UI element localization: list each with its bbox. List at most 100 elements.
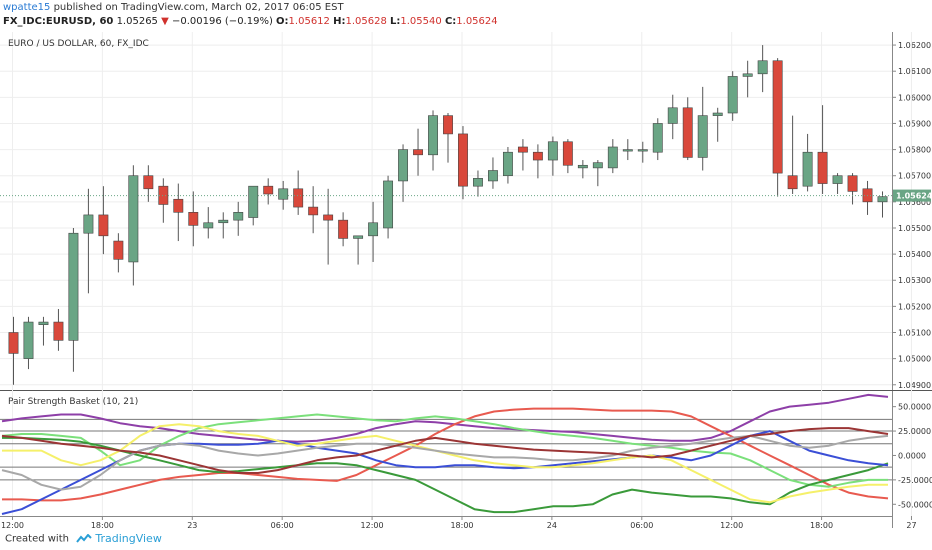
candle-body	[263, 185, 274, 195]
candle-body	[398, 149, 408, 182]
candle-body	[338, 219, 349, 239]
created-with-text: Created with	[5, 533, 69, 545]
high-label: H:	[333, 16, 346, 27]
candle	[532, 144, 543, 179]
candle-body	[323, 214, 334, 221]
candle	[413, 128, 423, 176]
candle-body	[562, 141, 573, 166]
candle	[368, 201, 379, 262]
plot-background	[0, 32, 892, 516]
time-tick-label: 23	[187, 521, 197, 528]
candle	[278, 180, 289, 210]
time-tick-label: 06:00	[630, 521, 653, 528]
price-tick-label: 1.04900	[898, 381, 931, 390]
symbol-label: FX_IDC:EURUSD, 60	[3, 16, 114, 27]
price-tick-label: 1.05400	[898, 250, 931, 259]
candle-body	[128, 175, 139, 263]
candle	[697, 86, 708, 171]
candle	[248, 185, 259, 226]
candle-body	[488, 170, 498, 182]
candle	[263, 178, 274, 205]
candle-body	[428, 115, 438, 156]
price-tick-label: 1.05100	[898, 329, 931, 338]
candle-body	[577, 164, 588, 169]
time-tick-label: 12:00	[1, 521, 24, 528]
candle-body	[188, 212, 199, 226]
author-link[interactable]: wpatte15	[3, 2, 51, 13]
price-tick-label: 1.05300	[898, 276, 931, 285]
candle	[577, 160, 588, 179]
candle	[68, 227, 79, 372]
candle	[742, 60, 753, 98]
candle	[772, 58, 783, 197]
candle-body	[772, 60, 783, 174]
candle-body	[293, 188, 304, 208]
candle-body	[607, 146, 618, 169]
candle-body	[233, 212, 244, 221]
candle-body	[532, 151, 543, 161]
candle	[83, 188, 94, 294]
candle-body	[98, 214, 109, 237]
candle	[517, 139, 528, 171]
candle-body	[353, 235, 364, 239]
time-tick-label: 18:00	[450, 521, 473, 528]
low-value: 1.05540	[400, 16, 442, 27]
price-tick-label: 1.05800	[898, 146, 931, 155]
candle-body	[712, 112, 723, 116]
candle-body	[847, 175, 858, 192]
candle	[383, 175, 394, 239]
candle-body	[877, 196, 888, 203]
candle-body	[443, 115, 453, 135]
main-chart-title: EURO / US DOLLAR, 60, FX_IDC	[8, 39, 149, 49]
candle	[802, 133, 813, 192]
candle	[832, 173, 843, 195]
candle	[682, 97, 693, 161]
chart-header: wpatte15 published on TradingView.com, M…	[0, 0, 932, 30]
candle-body	[23, 321, 34, 359]
candle-body	[667, 107, 678, 124]
candle-body	[83, 214, 94, 234]
candle-body	[173, 198, 184, 213]
indicator-tick-label: 0.0000	[898, 451, 926, 460]
last-price-badge-label: 1.05624	[896, 192, 932, 201]
indicator-series-line	[1, 434, 889, 491]
time-tick-label: 12:00	[361, 521, 384, 528]
candle	[173, 183, 184, 242]
candle-body	[622, 149, 633, 152]
tradingview-brand[interactable]: TradingView	[95, 532, 162, 545]
candle-body	[203, 222, 214, 229]
candle-body	[802, 151, 813, 187]
price-tick-label: 1.05700	[898, 172, 931, 181]
candle-body	[652, 123, 663, 153]
candle	[712, 107, 723, 142]
candle-body	[143, 175, 154, 190]
indicator-series-line	[2, 436, 889, 514]
high-value: 1.05628	[345, 16, 387, 27]
candle-body	[787, 175, 798, 190]
chart-canvas[interactable]: 1.06200 1.06100 1.06000 1.05900 1.05800 1.057…	[0, 30, 932, 528]
price-tick-label: 1.06000	[898, 93, 931, 102]
candle-body	[248, 185, 259, 218]
candle-body	[38, 321, 49, 325]
candle	[188, 191, 199, 247]
candle-body	[158, 185, 169, 205]
candle	[847, 173, 858, 205]
price-tick-label: 1.05500	[898, 224, 931, 233]
candle-body	[697, 115, 708, 158]
footer: Created with TradingView	[0, 528, 932, 550]
candle-body	[832, 175, 843, 184]
price-tick-label: 1.05600	[898, 198, 931, 207]
close-value: 1.05624	[456, 16, 498, 27]
time-tick-label: 24	[547, 521, 557, 528]
candle-body	[413, 149, 423, 156]
published-text: published on TradingView.com, March 02, …	[53, 2, 344, 13]
candle	[398, 144, 408, 202]
candle-body	[757, 60, 768, 75]
last-price: 1.05265	[116, 16, 158, 27]
indicator-series-line	[1, 427, 889, 474]
candle-body	[218, 219, 229, 224]
candle	[128, 165, 139, 286]
candle	[158, 178, 169, 223]
candle	[592, 160, 603, 187]
candle	[473, 170, 483, 197]
